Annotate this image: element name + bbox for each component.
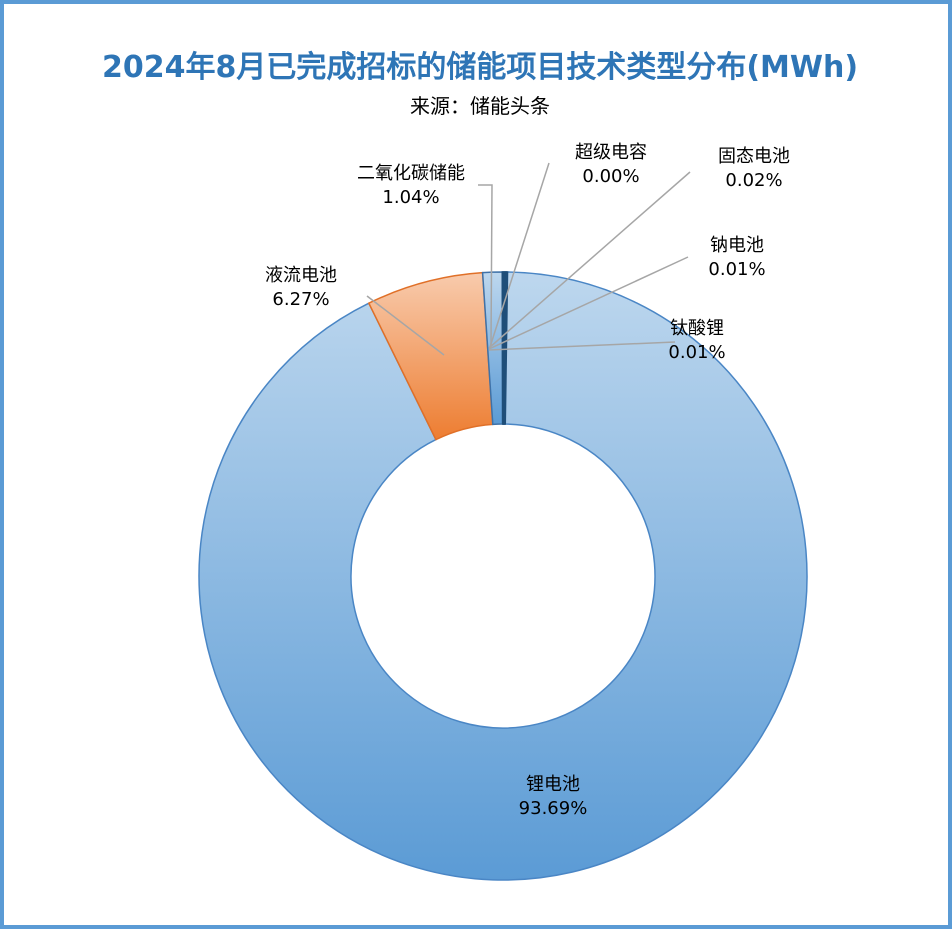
leader-line-5 [488,171,691,349]
leader-line-2 [366,295,445,356]
slice-value-label-4: 0.00% [582,166,639,187]
leader-line-4 [489,162,550,348]
slice-value-label-6: 0.01% [708,259,765,280]
slice-name-label-2: 液流电池 [265,265,337,286]
slice-name-label-4: 超级电容 [575,142,647,163]
leader-line-3 [478,184,493,346]
slice-name-label-1: 锂电池 [526,774,580,795]
slice-value-label-2: 6.27% [272,289,329,310]
chart-subtitle: 来源：储能头条 [410,94,550,118]
slice-value-label-5: 0.02% [725,170,782,191]
slice-name-label-6: 钠电池 [710,235,764,256]
slice-value-label-7: 0.01% [668,342,725,363]
slice-7 [503,271,509,425]
chart-title: 2024年8月已完成招标的储能项目技术类型分布(MWh) [101,50,859,85]
slice-1 [198,271,808,881]
slice-name-label-3: 二氧化碳储能 [357,163,465,184]
slice-name-label-7: 钛酸锂 [670,318,724,339]
slice-name-label-5: 固态电池 [718,146,790,167]
slice-value-label-3: 1.04% [382,187,439,208]
leader-line-7 [488,341,676,351]
slice-value-label-1: 93.69% [519,798,588,819]
leader-line-6 [488,256,689,350]
